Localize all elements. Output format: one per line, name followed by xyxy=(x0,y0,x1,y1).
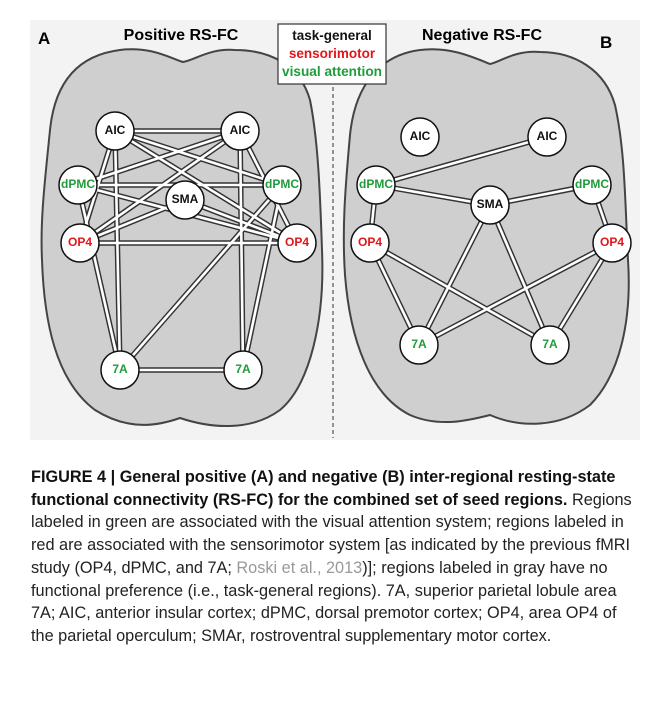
node-label: AIC xyxy=(230,123,251,137)
node-label: 7A xyxy=(235,362,251,376)
node-label: SMA xyxy=(172,192,199,206)
panel-letter: A xyxy=(38,29,50,48)
node-label: AIC xyxy=(537,129,558,143)
citation: Roski et al., 2013 xyxy=(236,559,362,577)
node-label: 7A xyxy=(542,337,558,351)
caption: FIGURE 4 | General positive (A) and nega… xyxy=(31,466,639,648)
node-label: 7A xyxy=(112,362,128,376)
legend-entry: visual attention xyxy=(282,64,382,79)
node-label: OP4 xyxy=(358,235,382,249)
legend-entry: task-general xyxy=(292,28,372,43)
node-label: AIC xyxy=(410,129,431,143)
node-label: OP4 xyxy=(285,235,309,249)
figure: AIC AIC dPMC dPMC SMA OP4 OP4 7A 7A AIC … xyxy=(30,20,640,440)
panel-letter: B xyxy=(600,33,612,52)
panel-title: Negative RS-FC xyxy=(422,27,542,44)
node-label: dPMC xyxy=(61,177,95,191)
legend-entry: sensorimotor xyxy=(289,46,376,61)
node-label: AIC xyxy=(105,123,126,137)
node-label: OP4 xyxy=(600,235,624,249)
node-label: OP4 xyxy=(68,235,92,249)
node-label: 7A xyxy=(411,337,427,351)
caption-label: FIGURE 4 | General positive (A) and nega… xyxy=(31,468,615,509)
node-label: dPMC xyxy=(575,177,609,191)
page: AIC AIC dPMC dPMC SMA OP4 OP4 7A 7A AIC … xyxy=(0,0,662,705)
panel-title: Positive RS-FC xyxy=(124,27,239,44)
node-label: SMA xyxy=(477,197,504,211)
node-label: dPMC xyxy=(359,177,393,191)
node-label: dPMC xyxy=(265,177,299,191)
